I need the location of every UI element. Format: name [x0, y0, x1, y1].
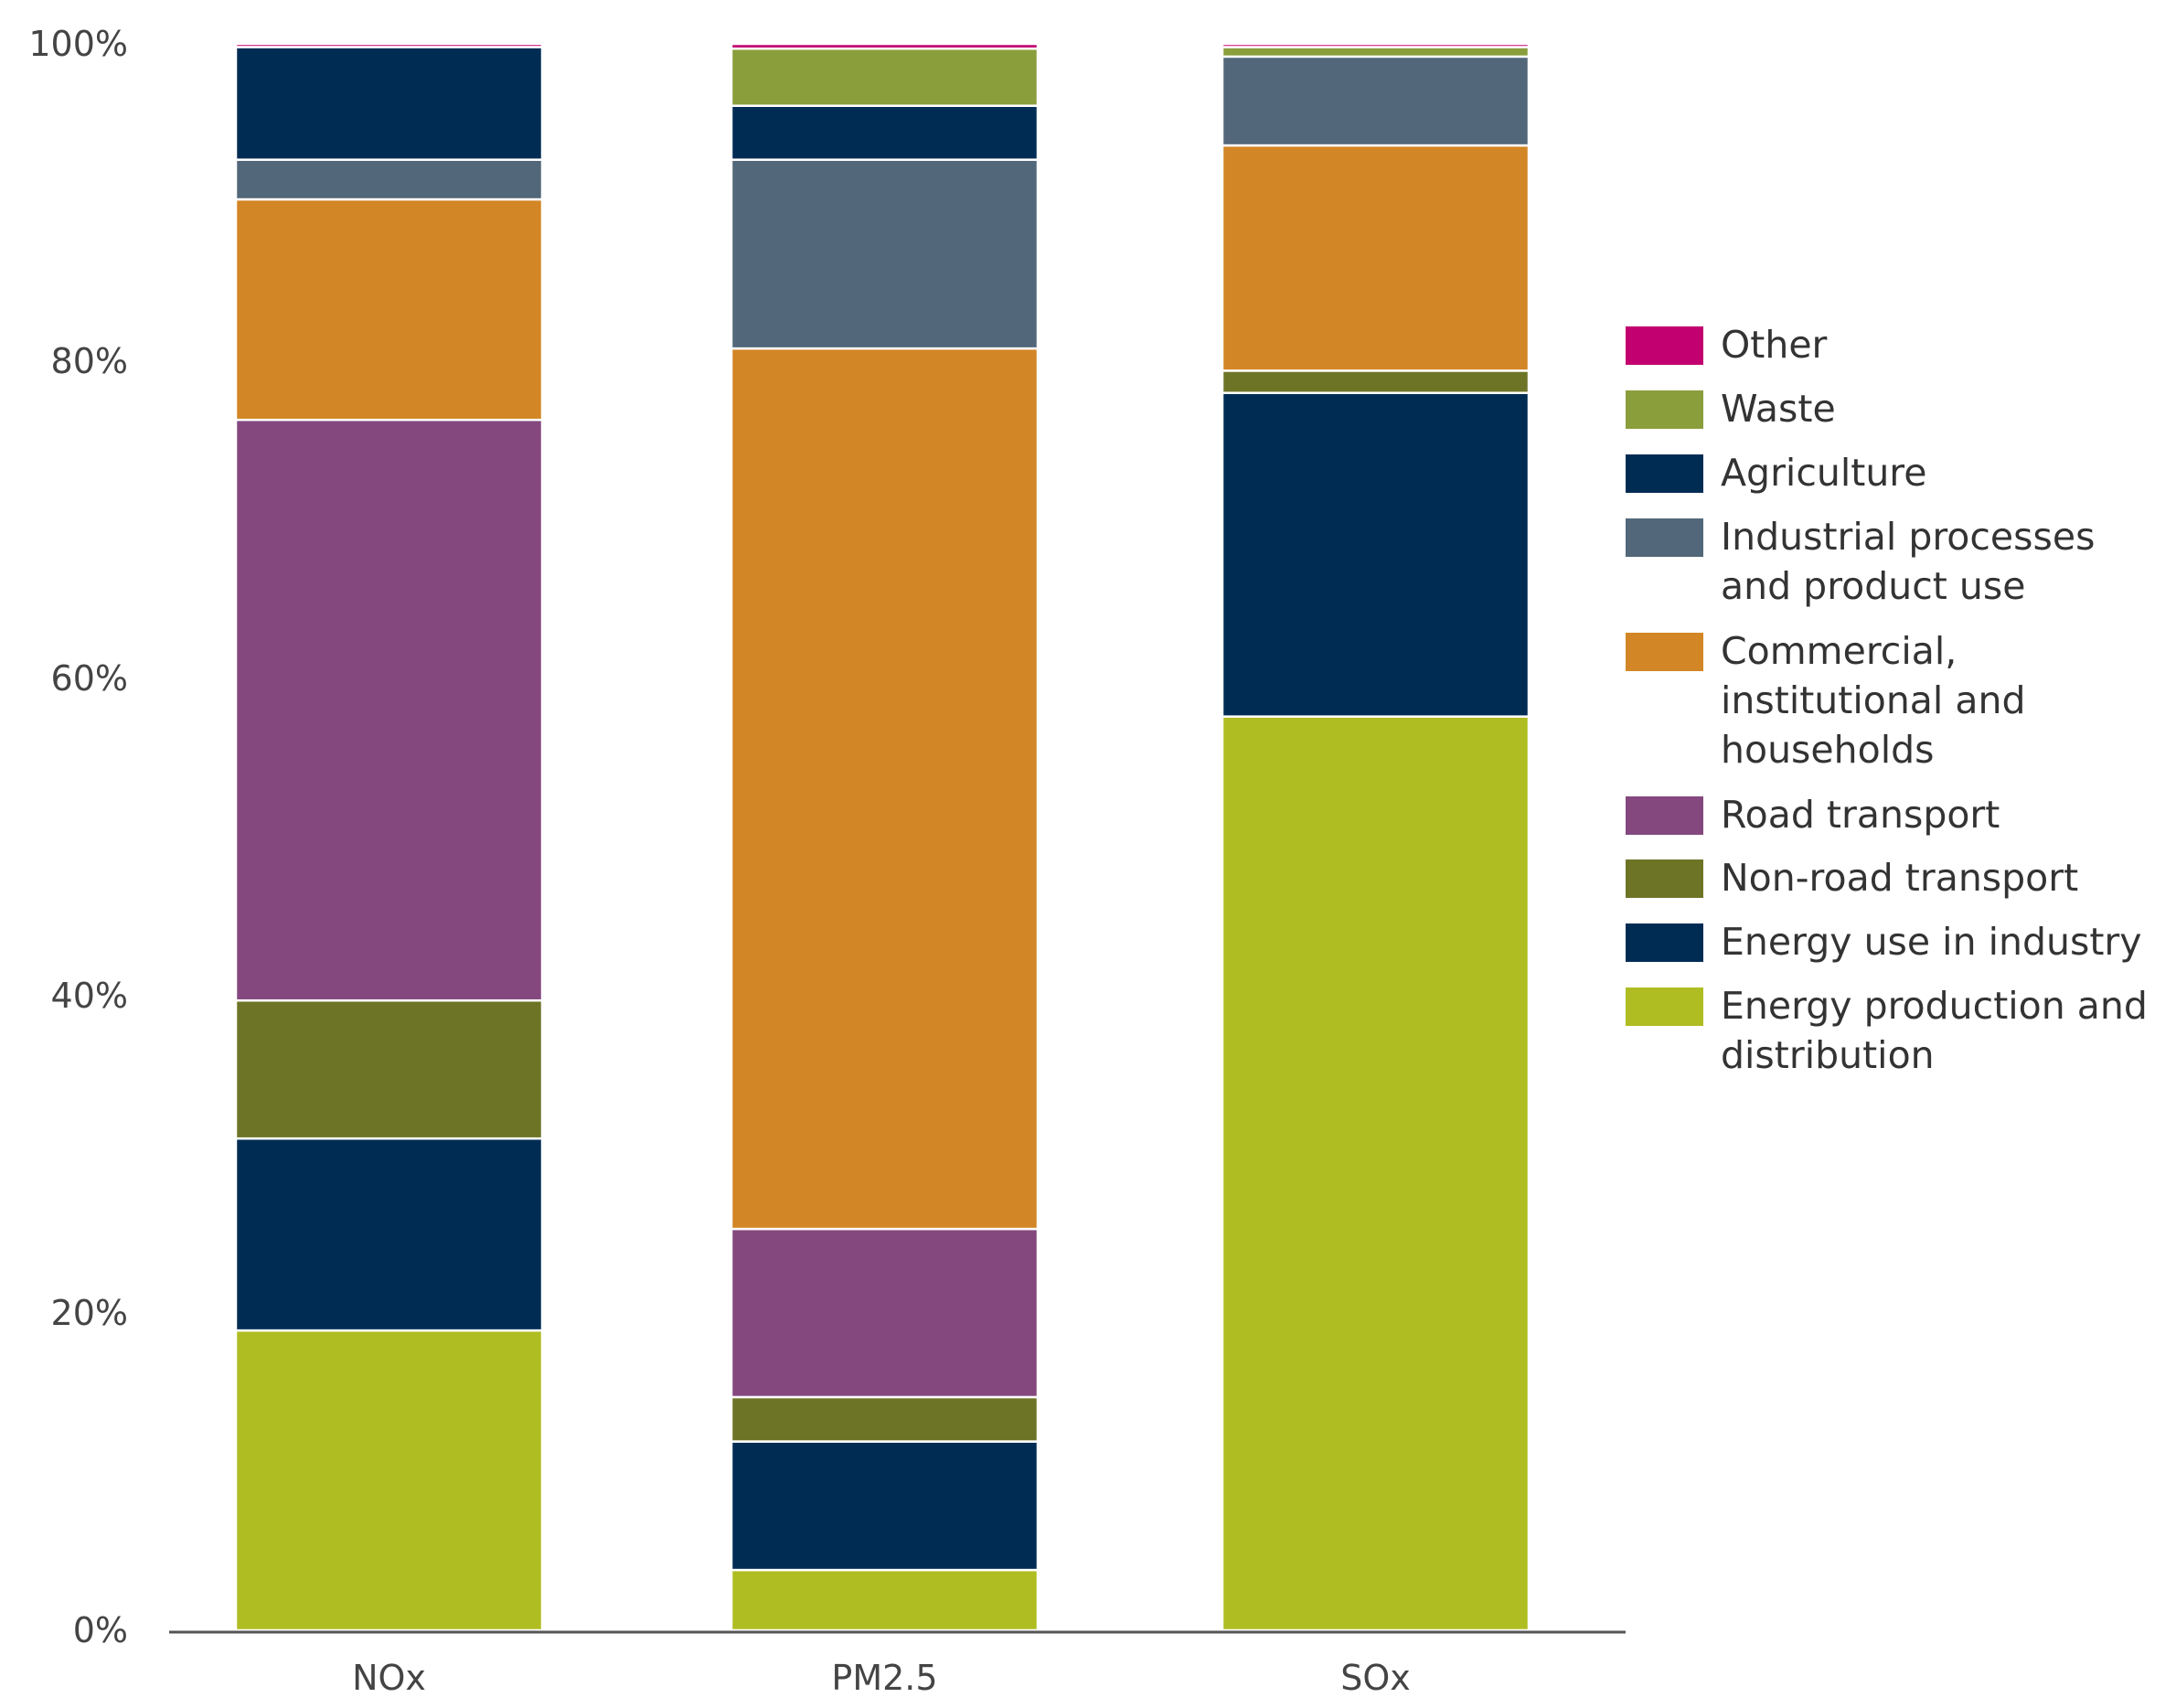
bar-segment-sox-industrial-processes-and-product-use [1221, 55, 1531, 147]
legend-label: Road transport [1721, 793, 2000, 837]
y-tick-label: 100% [28, 24, 128, 64]
legend-item-energy-use-in-industry: Energy use in industry [1626, 920, 2142, 964]
x-category-label: NOx [352, 1658, 426, 1698]
legend-label: Energy use in industry [1721, 920, 2142, 964]
bar-segment-nox-energy-use-in-industry [234, 1137, 544, 1332]
legend-label: and product use [1721, 564, 2025, 608]
legend-swatch [1626, 796, 1703, 835]
bar-segment-nox-road-transport [234, 418, 544, 1002]
bar-segment-pm2-5-energy-use-in-industry [730, 1440, 1040, 1572]
bar-segment-nox-agriculture [234, 46, 544, 161]
bar-segment-sox-other [1221, 42, 1531, 48]
x-category-label: PM2.5 [831, 1658, 937, 1698]
legend-swatch [1626, 859, 1703, 898]
bar-segment-pm2-5-waste [730, 47, 1040, 107]
y-axis-ticks: 0% 20% 40% 60% 80% 100% [28, 24, 128, 1650]
bar-segment-pm2-5-commercial-institutional-and-households [730, 347, 1040, 1231]
y-tick-label: 0% [73, 1610, 128, 1650]
y-tick-label: 80% [51, 341, 128, 381]
legend-swatch [1626, 454, 1703, 493]
legend-label: Commercial, [1721, 629, 1957, 673]
x-axis-category-labels: NOx PM2.5 SOx [352, 1658, 1411, 1698]
legend-swatch [1626, 518, 1703, 557]
legend-item-commercial-institutional-and-households: Commercial, institutional and households [1626, 629, 2026, 772]
legend-label: institutional and [1721, 678, 2026, 722]
bar-segment-sox-waste [1221, 46, 1531, 59]
bar-stack-pm2-5 [730, 42, 1040, 1632]
legend-item-other: Other [1626, 323, 1828, 367]
bar-stacks [234, 42, 1531, 1632]
legend-item-non-road-transport: Non-road transport [1626, 856, 2078, 900]
legend-swatch [1626, 923, 1703, 962]
bar-segment-pm2-5-non-road-transport [730, 1395, 1040, 1443]
bar-segment-nox-industrial-processes-and-product-use [234, 158, 544, 201]
bar-segment-sox-non-road-transport [1221, 369, 1531, 394]
legend-item-agriculture: Agriculture [1626, 451, 1926, 495]
legend-item-road-transport: Road transport [1626, 793, 2000, 837]
legend-label: Other [1721, 323, 1828, 367]
bar-segment-sox-energy-use-in-industry [1221, 391, 1531, 718]
bar-segment-pm2-5-agriculture [730, 104, 1040, 161]
bar-segment-nox-commercial-institutional-and-households [234, 197, 544, 422]
x-category-label: SOx [1340, 1658, 1411, 1698]
legend-swatch [1626, 390, 1703, 429]
bar-segment-sox-energy-production-and-distribution [1221, 715, 1531, 1632]
y-tick-label: 20% [51, 1293, 128, 1333]
legend-label: distribution [1721, 1033, 1935, 1077]
bar-stack-nox [234, 42, 544, 1632]
legend-label: Non-road transport [1721, 856, 2078, 900]
legend-label: Waste [1721, 387, 1836, 431]
legend-label: Agriculture [1721, 451, 1926, 495]
legend-item-industrial-processes-and-product-use: Industrial processes and product use [1626, 515, 2095, 608]
bar-segment-pm2-5-industrial-processes-and-product-use [730, 158, 1040, 350]
legend-item-waste: Waste [1626, 387, 1836, 431]
bar-segment-nox-non-road-transport [234, 998, 544, 1140]
bar-segment-sox-commercial-institutional-and-households [1221, 144, 1531, 372]
y-tick-label: 40% [51, 976, 128, 1016]
bar-segment-pm2-5-energy-production-and-distribution [730, 1568, 1040, 1632]
legend-label: Energy production and [1721, 984, 2148, 1028]
bar-stack-sox [1221, 42, 1531, 1632]
legend-swatch [1626, 326, 1703, 365]
bar-segment-pm2-5-other [730, 42, 1040, 50]
legend-item-energy-production-and-distribution: Energy production and distribution [1626, 984, 2148, 1077]
bar-segment-nox-energy-production-and-distribution [234, 1329, 544, 1632]
legend-label: households [1721, 728, 1935, 772]
bar-segment-pm2-5-road-transport [730, 1227, 1040, 1399]
legend-swatch [1626, 633, 1703, 671]
legend-swatch [1626, 987, 1703, 1026]
y-tick-label: 60% [51, 658, 128, 699]
legend: Other Waste Agriculture Industrial processe… [1626, 323, 2148, 1077]
legend-label: Industrial processes [1721, 515, 2095, 559]
bar-segment-nox-other [234, 42, 544, 48]
